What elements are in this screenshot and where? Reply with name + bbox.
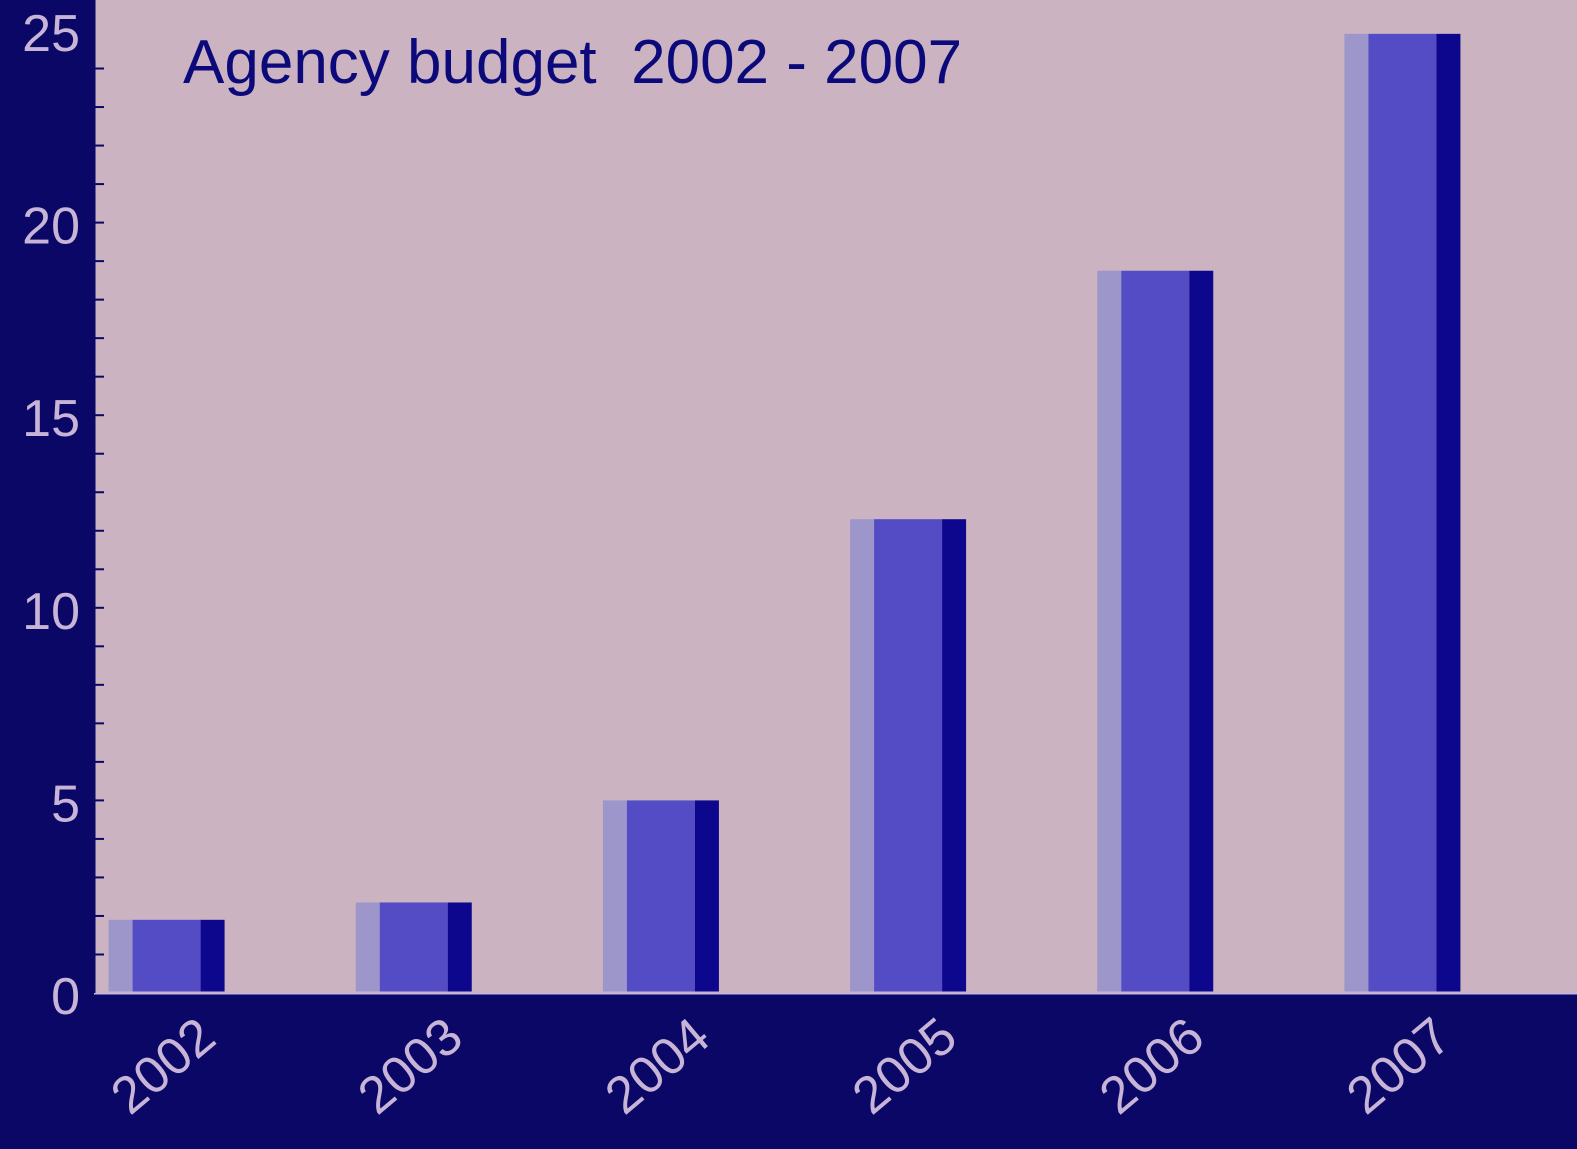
bar-left-face bbox=[108, 919, 133, 993]
y-tick-label: 10 bbox=[22, 583, 80, 641]
bar-front-face bbox=[1368, 33, 1437, 994]
bar bbox=[1097, 270, 1214, 993]
bar-left-face bbox=[355, 902, 380, 993]
bar-front-face bbox=[132, 919, 201, 993]
y-tick-label: 0 bbox=[51, 968, 80, 1026]
bar bbox=[1344, 33, 1461, 994]
bar-right-face bbox=[1189, 270, 1214, 993]
bar-right-face bbox=[200, 919, 225, 993]
bar-right-face bbox=[1436, 33, 1461, 994]
plot-area bbox=[94, 0, 1577, 993]
y-tick-label: 20 bbox=[22, 198, 80, 256]
y-axis-tick-labels: 0 5 10 15 20 25 bbox=[22, 5, 80, 1026]
bar-left-face bbox=[1344, 33, 1369, 994]
bars bbox=[92, 0, 1577, 995]
y-tick-label: 25 bbox=[22, 5, 80, 63]
bar-front-face bbox=[874, 519, 943, 993]
y-tick-label: 5 bbox=[51, 775, 80, 833]
bar-front-face bbox=[626, 800, 695, 993]
bar bbox=[602, 800, 719, 993]
y-tick-label: 15 bbox=[22, 390, 80, 448]
bar-left-face bbox=[602, 800, 627, 993]
bar bbox=[355, 902, 472, 993]
bar-front-face bbox=[379, 902, 448, 993]
chart-title: Agency budget 2002 - 2007 bbox=[183, 28, 962, 97]
bar bbox=[850, 519, 967, 993]
bar-right-face bbox=[942, 519, 967, 993]
bar-right-face bbox=[447, 902, 472, 993]
bar-left-face bbox=[1097, 270, 1122, 993]
bar-front-face bbox=[1121, 270, 1190, 993]
bar bbox=[108, 919, 225, 993]
bar-right-face bbox=[694, 800, 719, 993]
bar-left-face bbox=[850, 519, 875, 993]
